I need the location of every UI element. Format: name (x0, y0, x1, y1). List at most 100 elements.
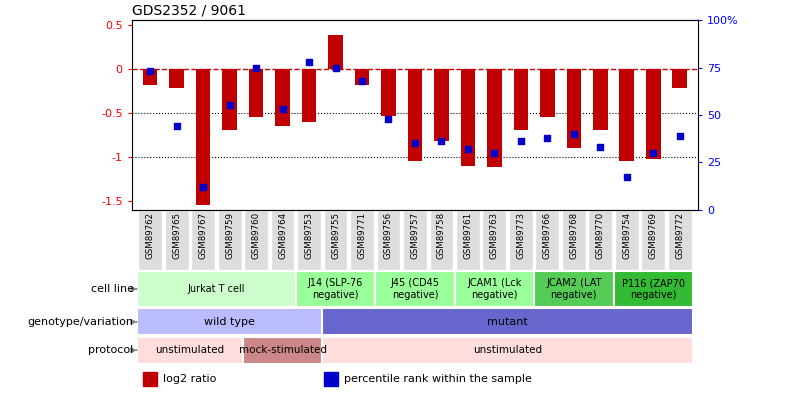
Text: log2 ratio: log2 ratio (163, 374, 216, 384)
Text: percentile rank within the sample: percentile rank within the sample (344, 374, 532, 384)
Text: P116 (ZAP70
negative): P116 (ZAP70 negative) (622, 278, 685, 300)
Bar (302, 69, 316, 122)
Text: GSM89767: GSM89767 (199, 212, 207, 259)
Point (170, 123, 183, 130)
Bar (381, 69, 396, 116)
FancyBboxPatch shape (137, 308, 322, 335)
Text: GSM89754: GSM89754 (622, 212, 631, 259)
FancyBboxPatch shape (324, 210, 347, 271)
Text: JCAM1 (Lck
negative): JCAM1 (Lck negative) (467, 278, 522, 300)
Text: J45 (CD45
negative): J45 (CD45 negative) (390, 278, 440, 300)
Point (382, 115, 395, 122)
FancyBboxPatch shape (509, 210, 533, 271)
Point (144, 68, 156, 75)
Text: genotype/variation: genotype/variation (27, 317, 133, 327)
Point (461, 146, 474, 152)
Bar (328, 35, 343, 69)
Text: GDS2352 / 9061: GDS2352 / 9061 (132, 3, 246, 17)
Text: mutant: mutant (488, 317, 528, 327)
FancyBboxPatch shape (456, 210, 480, 271)
Bar (487, 69, 502, 167)
FancyBboxPatch shape (164, 210, 188, 271)
Point (356, 78, 369, 84)
FancyBboxPatch shape (588, 210, 612, 271)
FancyBboxPatch shape (244, 210, 268, 271)
FancyBboxPatch shape (297, 210, 321, 271)
Bar (196, 69, 211, 205)
Bar (673, 69, 687, 88)
Text: GSM89765: GSM89765 (172, 212, 181, 259)
Point (250, 64, 263, 71)
FancyBboxPatch shape (534, 271, 614, 307)
FancyBboxPatch shape (668, 210, 692, 271)
Text: GSM89760: GSM89760 (251, 212, 261, 259)
Text: protocol: protocol (89, 345, 133, 355)
FancyBboxPatch shape (192, 210, 215, 271)
Bar (223, 69, 237, 130)
Text: GSM89757: GSM89757 (410, 212, 420, 259)
FancyBboxPatch shape (614, 210, 638, 271)
Text: GSM89755: GSM89755 (331, 212, 340, 259)
FancyBboxPatch shape (535, 210, 559, 271)
FancyBboxPatch shape (614, 271, 693, 307)
Bar (324, 371, 338, 386)
Text: cell line: cell line (90, 284, 133, 294)
Bar (434, 69, 448, 141)
FancyBboxPatch shape (322, 337, 693, 364)
Text: GSM89772: GSM89772 (675, 212, 684, 259)
Point (515, 138, 527, 145)
Point (567, 131, 580, 137)
Bar (646, 69, 661, 158)
Point (223, 102, 236, 109)
FancyBboxPatch shape (322, 308, 693, 335)
FancyBboxPatch shape (138, 210, 162, 271)
Bar (408, 69, 422, 161)
Text: mock-stimulated: mock-stimulated (239, 345, 326, 355)
Point (197, 183, 210, 190)
Bar (275, 69, 290, 126)
Text: GSM89759: GSM89759 (225, 212, 234, 259)
Text: Jurkat T cell: Jurkat T cell (188, 284, 245, 294)
Bar (169, 69, 184, 88)
Text: GSM89764: GSM89764 (278, 212, 287, 259)
FancyBboxPatch shape (455, 271, 534, 307)
Text: GSM89756: GSM89756 (384, 212, 393, 259)
FancyBboxPatch shape (137, 271, 296, 307)
FancyBboxPatch shape (137, 337, 243, 364)
FancyBboxPatch shape (562, 210, 586, 271)
Point (302, 59, 315, 65)
Text: wild type: wild type (204, 317, 255, 327)
Text: GSM89769: GSM89769 (649, 212, 658, 259)
FancyBboxPatch shape (377, 210, 401, 271)
Point (488, 149, 501, 156)
FancyBboxPatch shape (429, 210, 453, 271)
Text: J14 (SLP-76
negative): J14 (SLP-76 negative) (308, 278, 363, 300)
FancyBboxPatch shape (296, 271, 375, 307)
Bar (593, 69, 607, 130)
Point (594, 144, 606, 150)
Bar (619, 69, 634, 161)
Bar (143, 69, 157, 85)
Point (647, 149, 660, 156)
Text: GSM89773: GSM89773 (516, 212, 525, 259)
Bar (540, 69, 555, 117)
FancyBboxPatch shape (243, 337, 322, 364)
Text: GSM89763: GSM89763 (490, 212, 499, 259)
Text: GSM89770: GSM89770 (596, 212, 605, 259)
Text: GSM89762: GSM89762 (146, 212, 155, 259)
Text: GSM89761: GSM89761 (464, 212, 472, 259)
FancyBboxPatch shape (350, 210, 374, 271)
Point (329, 64, 342, 71)
Bar (460, 69, 475, 166)
Text: GSM89753: GSM89753 (305, 212, 314, 259)
Point (620, 174, 633, 181)
FancyBboxPatch shape (375, 271, 455, 307)
Text: GSM89766: GSM89766 (543, 212, 552, 259)
Text: GSM89768: GSM89768 (569, 212, 579, 259)
Bar (249, 69, 263, 117)
Point (276, 106, 289, 113)
FancyBboxPatch shape (642, 210, 666, 271)
Bar (143, 371, 157, 386)
Point (541, 134, 554, 141)
FancyBboxPatch shape (218, 210, 242, 271)
